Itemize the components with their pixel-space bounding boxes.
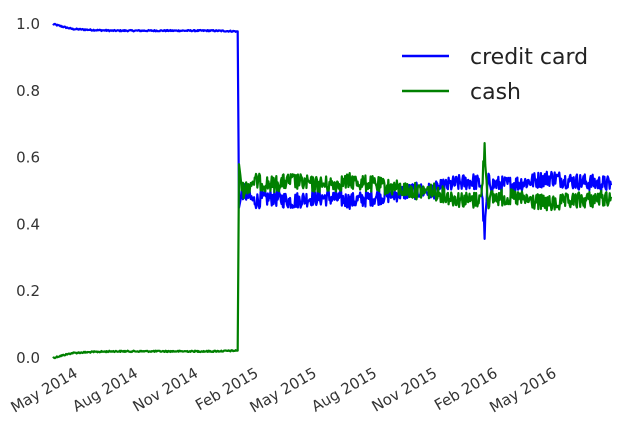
legend: credit card cash	[402, 45, 588, 105]
x-tick-label: Aug 2014	[69, 364, 141, 416]
x-tick-label: Aug 2015	[308, 364, 380, 416]
series-line-credit-card	[52, 22, 613, 240]
y-tick-label: 1.0	[16, 15, 40, 33]
x-tick-label: Nov 2015	[369, 364, 441, 416]
x-tick-label: May 2015	[247, 364, 320, 417]
x-tick-label: May 2014	[8, 364, 81, 417]
series-layer	[52, 22, 613, 360]
y-axis-ticks: 0.0 0.2 0.4 0.6 0.8 1.0	[16, 15, 40, 367]
y-tick-label: 0.2	[16, 282, 40, 300]
y-tick-label: 0.4	[16, 215, 40, 233]
y-tick-label: 0.0	[16, 349, 40, 367]
series-line-cash	[52, 142, 613, 360]
x-tick-label: May 2016	[486, 364, 559, 417]
legend-label-cash: cash	[470, 80, 521, 105]
y-tick-label: 0.8	[16, 82, 40, 100]
legend-label-credit-card: credit card	[470, 45, 588, 70]
x-tick-label: Nov 2014	[130, 364, 202, 416]
y-tick-label: 0.6	[16, 149, 40, 167]
